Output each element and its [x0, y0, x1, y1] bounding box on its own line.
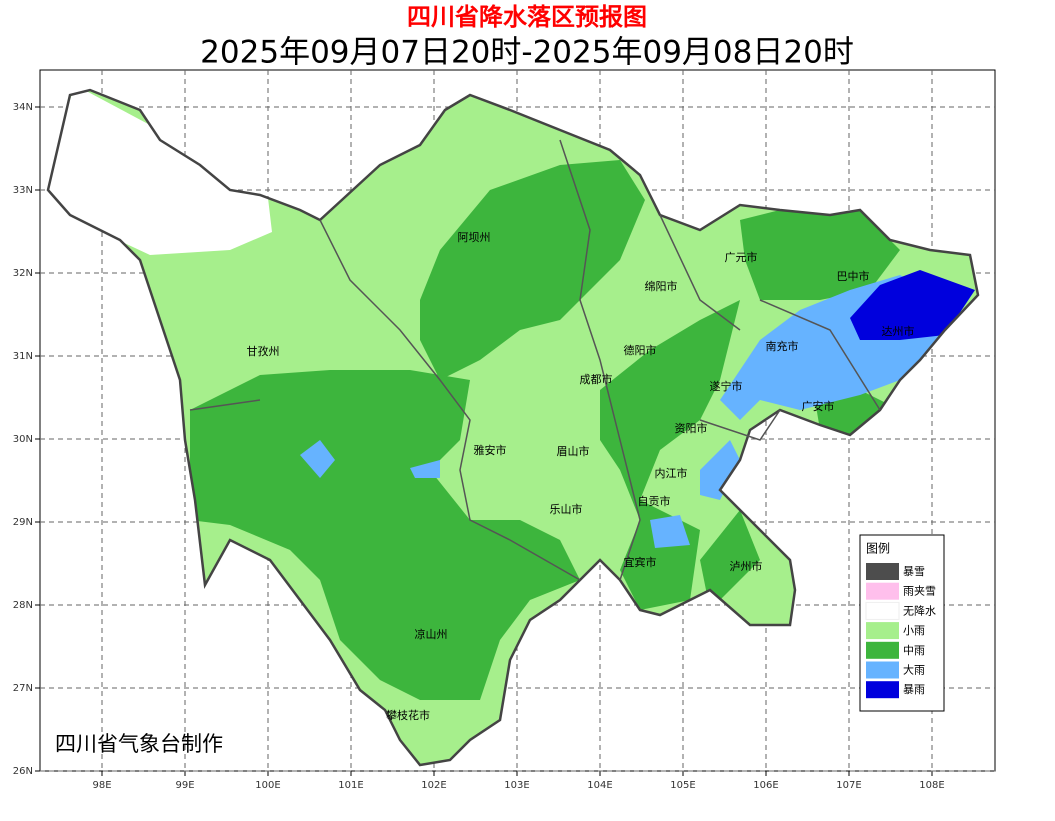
- region-label: 攀枝花市: [386, 708, 430, 722]
- legend-swatch: [865, 601, 900, 620]
- region-label: 遂宁市: [710, 379, 743, 393]
- lon-label: 100E: [255, 780, 280, 791]
- region-label: 成都市: [580, 372, 613, 386]
- region-label: 广安市: [802, 399, 835, 413]
- region-label: 眉山市: [557, 444, 590, 458]
- region-label: 乐山市: [550, 502, 583, 516]
- region-label: 泸州市: [730, 559, 763, 573]
- lon-label: 105E: [670, 780, 695, 791]
- lat-label: 33N: [13, 185, 33, 196]
- region-label: 资阳市: [675, 421, 708, 435]
- legend-label: 中雨: [903, 644, 925, 657]
- lat-label: 26N: [13, 766, 33, 777]
- region-label: 巴中市: [837, 269, 870, 283]
- legend-swatch: [866, 582, 899, 600]
- region-label: 甘孜州: [247, 344, 280, 358]
- region-label: 自贡市: [638, 494, 671, 508]
- legend-swatch: [866, 563, 899, 580]
- legend-title: 图例: [866, 542, 890, 556]
- region-label: 雅安市: [474, 443, 507, 457]
- legend-label: 暴雪: [903, 565, 925, 578]
- lon-label: 99E: [175, 780, 194, 791]
- legend-label: 暴雨: [903, 683, 925, 696]
- region-label: 凉山州: [415, 627, 448, 641]
- lon-label: 103E: [504, 780, 529, 791]
- region-label: 德阳市: [624, 343, 657, 357]
- legend-label: 无降水: [903, 603, 936, 617]
- region-label: 南充市: [766, 339, 799, 353]
- region-label: 阿坝州: [458, 230, 491, 244]
- legend-label: 雨夹雪: [903, 585, 936, 598]
- region-label: 绵阳市: [645, 279, 678, 293]
- legend-swatch: [866, 622, 899, 640]
- title: 四川省降水落区预报图: [407, 3, 647, 31]
- region-label: 达州市: [882, 324, 915, 338]
- footer: 四川省气象台制作: [55, 732, 223, 756]
- lon-label: 101E: [338, 780, 363, 791]
- legend-label: 小雨: [903, 624, 925, 637]
- lat-label: 29N: [13, 517, 33, 528]
- legend-swatch: [866, 641, 899, 659]
- lon-label: 104E: [587, 780, 612, 791]
- region-borders: [189, 139, 881, 581]
- legend-swatch: [866, 661, 899, 679]
- lat-label: 31N: [13, 351, 33, 362]
- lat-label: 34N: [13, 102, 33, 113]
- lon-label: 108E: [919, 780, 944, 791]
- lat-label: 30N: [13, 434, 33, 445]
- lon-label: 107E: [836, 780, 861, 791]
- subtitle: 2025年09月07日20时-2025年09月08日20时: [200, 35, 854, 71]
- region-label: 宜宾市: [624, 555, 657, 569]
- legend-swatch: [866, 681, 899, 699]
- lat-label: 27N: [13, 683, 33, 694]
- lat-label: 32N: [13, 268, 33, 279]
- lon-label: 102E: [421, 780, 446, 791]
- legend-label: 大雨: [903, 663, 925, 677]
- lon-label: 106E: [753, 780, 778, 791]
- region-label: 内江市: [655, 466, 688, 480]
- lon-label: 98E: [92, 780, 111, 791]
- lat-label: 28N: [13, 600, 33, 611]
- region-label: 广元市: [725, 250, 758, 264]
